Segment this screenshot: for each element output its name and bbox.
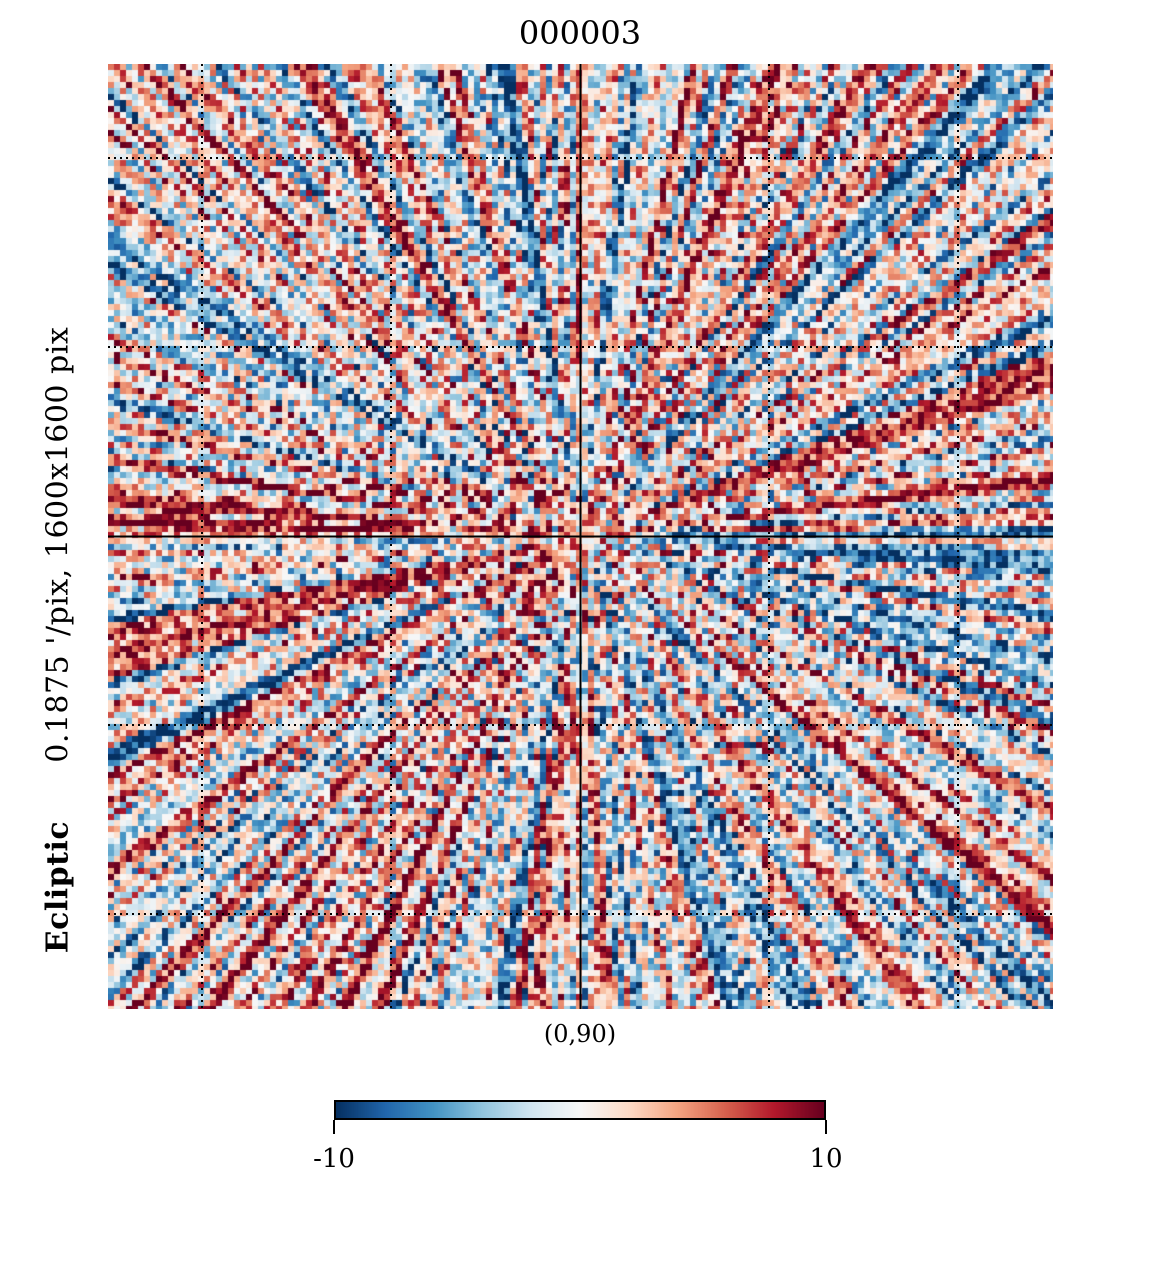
frame-label: Ecliptic (40, 820, 76, 954)
axis-side-label: Ecliptic 0.1875 '/pix, 1600x1600 pix (41, 327, 76, 954)
colorbar-min-label: -10 (313, 1144, 355, 1174)
colorbar-tick-min (333, 1120, 335, 1134)
colorbar-max-label: 10 (809, 1144, 843, 1174)
resolution-label: 0.1875 '/pix, 1600x1600 pix (40, 326, 76, 763)
colorbar-tick-max (825, 1120, 827, 1134)
sky-map (108, 64, 1053, 1009)
center-coordinate-label: (0,90) (543, 1020, 617, 1048)
graticule-overlay (108, 64, 1053, 1009)
colorbar (334, 1100, 826, 1120)
chart-title: 000003 (518, 14, 642, 52)
